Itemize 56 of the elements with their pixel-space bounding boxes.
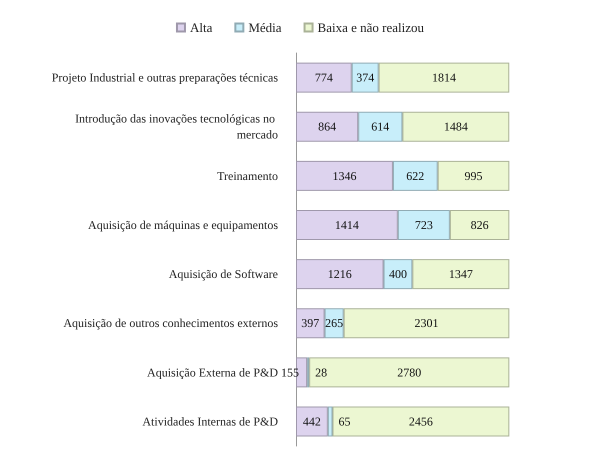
y-tick-label: Atividades Internas de P&D — [142, 414, 278, 428]
data-label: 723 — [414, 218, 433, 232]
bar — [296, 160, 393, 191]
data-label: 1347 — [448, 267, 473, 282]
bar — [378, 62, 510, 93]
bar — [450, 210, 510, 240]
bar — [296, 308, 325, 338]
bar — [296, 259, 384, 290]
bar — [412, 259, 510, 290]
data-label: 397 — [301, 316, 320, 330]
bar — [398, 210, 450, 240]
y-tick-label: Aquisição de Software — [168, 267, 278, 282]
legend-label: Média — [248, 20, 282, 35]
bar — [332, 406, 510, 436]
bar — [328, 406, 333, 436]
bar — [392, 160, 438, 191]
data-label: 65 — [338, 414, 351, 428]
bar — [296, 406, 328, 436]
data-label: 1414 — [334, 218, 359, 232]
data-label: 826 — [470, 218, 489, 232]
y-tick-label: Aquisição de máquinas e equipamentos — [88, 218, 278, 232]
bar — [438, 160, 510, 191]
data-label: 155 — [281, 365, 299, 380]
bar — [296, 210, 398, 240]
data-label: 2456 — [408, 414, 433, 428]
data-label: 1216 — [328, 267, 352, 282]
data-label: 442 — [302, 414, 321, 428]
bar — [352, 62, 379, 93]
bar — [309, 357, 510, 388]
bar — [296, 62, 352, 93]
y-tick-label: Introdução das inovações tecnológicas no mercado — [75, 112, 278, 142]
data-label: 1346 — [332, 168, 356, 183]
y-tick-label: Projeto Industrial e outras preparações técnicas — [52, 70, 278, 85]
y-tick-label: Aquisição de outros conhecimentos externos — [63, 316, 278, 330]
data-label: 400 — [388, 267, 407, 282]
data-label: 864 — [318, 120, 336, 134]
data-label: 622 — [406, 168, 424, 183]
bar — [296, 112, 358, 142]
data-label: 28 — [315, 365, 328, 380]
legend-label: Baixa e não realizou — [318, 20, 425, 35]
data-label: 1814 — [432, 70, 456, 85]
bar — [384, 259, 412, 290]
data-label: 774 — [314, 70, 333, 85]
legend-label: Alta — [190, 20, 213, 35]
data-label: 995 — [464, 168, 483, 183]
data-label: 2780 — [397, 365, 422, 380]
data-label: 1484 — [444, 120, 468, 134]
bar — [358, 112, 402, 142]
data-label: 374 — [356, 70, 374, 85]
data-label: 614 — [371, 120, 390, 134]
data-label: 2301 — [414, 316, 438, 330]
bar — [402, 112, 510, 142]
bar — [344, 308, 510, 338]
y-tick-label: Aquisição Externa de P&D — [147, 365, 278, 380]
y-tick-label: Treinamento — [217, 168, 278, 183]
data-label: 265 — [325, 316, 344, 330]
